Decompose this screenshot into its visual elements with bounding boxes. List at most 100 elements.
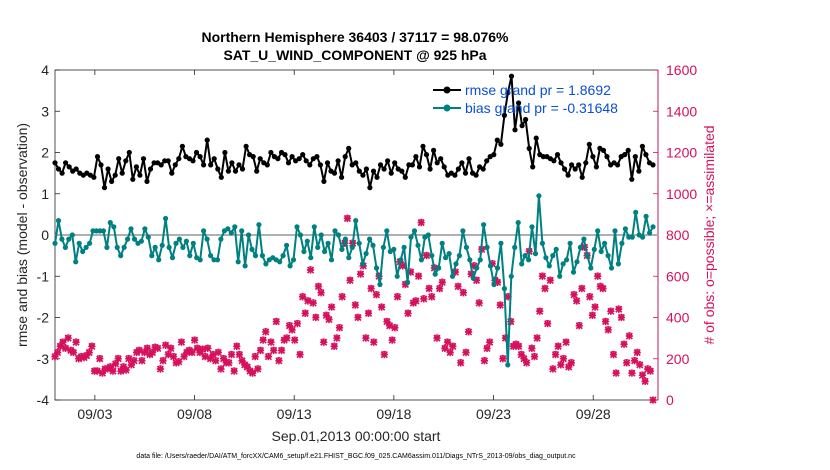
bias-point	[259, 253, 265, 259]
bias-point	[477, 257, 483, 263]
obs-assimilated-point	[501, 334, 510, 342]
rmse-point	[268, 149, 274, 156]
rmse-point	[289, 154, 295, 160]
bias-point	[125, 236, 131, 242]
obs-assimilated-point	[586, 293, 594, 301]
obs-assimilated-point	[343, 214, 352, 223]
obs-assimilated-point	[594, 272, 602, 280]
obs-assimilated-point	[96, 355, 104, 363]
rmse-point	[176, 156, 182, 162]
rmse-point	[441, 164, 447, 170]
bias-point	[443, 255, 449, 261]
rmse-point	[409, 162, 415, 168]
obs-assimilated-point	[433, 334, 441, 342]
rmse-point	[625, 147, 631, 153]
obs-assimilated-point	[438, 278, 446, 287]
rmse-point	[569, 162, 575, 168]
obs-assimilated-point	[56, 342, 64, 350]
bias-point	[519, 261, 525, 267]
obs-assimilated-point	[59, 338, 67, 346]
rmse-point	[55, 166, 62, 172]
y-tick-label: 0	[41, 227, 49, 243]
rmse-point	[551, 158, 557, 164]
obs-assimilated-point	[407, 268, 415, 276]
obs-assimilated-point	[601, 318, 610, 326]
obs-assimilated-point	[259, 336, 267, 344]
rmse-point	[300, 152, 306, 158]
rmse-point	[321, 178, 327, 184]
rmse-point	[243, 143, 249, 149]
bias-point	[214, 257, 221, 263]
y2-tick-label: 1600	[666, 62, 697, 78]
obs-assimilated-point	[499, 355, 507, 363]
obs-assimilated-point	[578, 285, 586, 293]
rmse-point	[622, 152, 628, 158]
obs-assimilated-point	[372, 291, 381, 299]
obs-assimilated-point	[628, 369, 636, 377]
rmse-point	[370, 168, 377, 174]
bias-point	[169, 255, 176, 261]
obs-assimilated-point	[422, 252, 431, 260]
rmse-point	[193, 149, 200, 156]
obs-assimilated-point	[472, 276, 481, 284]
obs-assimilated-point	[591, 303, 599, 311]
bias-point	[484, 244, 490, 250]
rmse-point	[144, 178, 150, 184]
bias-point	[494, 265, 501, 271]
rmse-point	[639, 143, 646, 149]
obs-assimilated-point	[385, 322, 394, 330]
bias-point	[567, 240, 573, 246]
rmse-point	[462, 170, 469, 176]
obs-assimilated-point	[383, 318, 391, 326]
bias-point	[218, 236, 224, 242]
y-tick-label: -3	[37, 351, 50, 367]
obs-assimilated-point	[412, 297, 420, 305]
obs-assimilated-point	[541, 285, 549, 293]
bias-point	[235, 259, 241, 265]
obs-assimilated-point	[54, 348, 62, 357]
rmse-point	[232, 168, 239, 174]
bias-point	[453, 261, 459, 267]
rmse-point	[576, 162, 582, 168]
rmse-point	[204, 137, 210, 143]
bias-point	[311, 224, 317, 230]
bias-point	[481, 222, 487, 228]
obs-assimilated-point	[493, 278, 502, 287]
obs-assimilated-point	[164, 351, 172, 359]
bias-point	[87, 240, 93, 246]
bias-point	[429, 253, 435, 259]
obs-assimilated-point	[151, 343, 159, 352]
bias-point	[539, 240, 546, 246]
obs-assimilated-point	[309, 299, 317, 307]
obs-assimilated-point	[175, 358, 183, 366]
rmse-point	[604, 154, 610, 160]
bias-point	[570, 269, 577, 275]
rmse-point	[466, 156, 472, 162]
bias-point	[415, 242, 421, 248]
obs-assimilated-point	[283, 334, 291, 342]
obs-assimilated-point	[188, 348, 196, 357]
rmse-point	[452, 172, 458, 178]
rmse-point	[66, 164, 72, 170]
obs-assimilated-point	[143, 344, 151, 353]
rmse-point	[303, 158, 309, 164]
bias-point	[111, 224, 117, 230]
bias-point	[263, 261, 269, 267]
bias-point	[619, 240, 625, 246]
x-axis-label: Sep.01,2013 00:00:00 start	[272, 428, 441, 444]
obs-assimilated-point	[230, 367, 238, 375]
obs-assimilated-point	[172, 359, 180, 367]
obs-assimilated-point	[388, 336, 396, 344]
obs-assimilated-point	[277, 346, 286, 355]
bias-point	[553, 246, 559, 252]
chart-title: Northern Hemisphere 36403 / 37117 = 98.0…	[201, 29, 509, 45]
rmse-point	[63, 160, 69, 166]
rmse-point	[360, 172, 366, 178]
obs-assimilated-point	[638, 371, 647, 379]
obs-assimilated-point	[425, 285, 433, 293]
rmse-point	[222, 149, 228, 156]
y-tick-label: -2	[37, 310, 50, 326]
bias-point	[152, 244, 158, 250]
obs-assimilated-point	[483, 344, 491, 353]
bias-point	[460, 228, 466, 234]
